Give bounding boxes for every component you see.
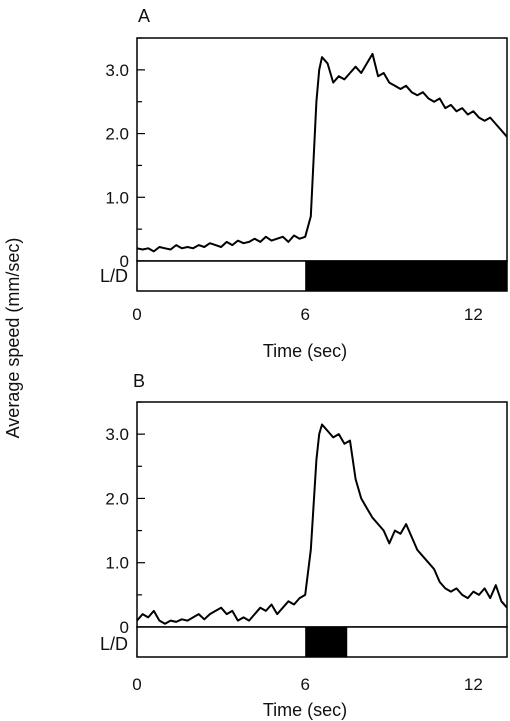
- y-tick-label: 3.0: [105, 425, 129, 444]
- y-tick-label: 1.0: [105, 188, 129, 207]
- x-axis-title: Time (sec): [263, 341, 347, 361]
- y-ticks: 0 1.0 2.0 3.0: [105, 37, 145, 271]
- x-tick-label: 0: [132, 675, 141, 694]
- y-axis-title: Average speed (mm/sec): [3, 238, 23, 439]
- panel-label: A: [138, 6, 150, 26]
- x-tick-label: 6: [300, 675, 309, 694]
- ld-dark-segment: [305, 627, 348, 657]
- y-tick-label: 0: [120, 618, 129, 637]
- ld-dark-segment: [305, 261, 507, 291]
- y-tick-label: 0: [120, 252, 129, 271]
- panel-a: A 0 1.0 2.0 3.0 0 6 12 L/D Time (sec): [100, 6, 508, 361]
- y-ticks: 0 1.0 2.0 3.0: [105, 401, 145, 637]
- y-tick-label: 2.0: [105, 489, 129, 508]
- x-tick-label: 6: [300, 305, 309, 324]
- y-tick-label: 3.0: [105, 61, 129, 80]
- series-group: [136, 423, 508, 625]
- plot-frame: [136, 401, 508, 628]
- x-axis-title: Time (sec): [263, 700, 347, 720]
- ld-dark-group: [305, 261, 507, 291]
- panel-label: B: [133, 371, 145, 391]
- ld-label: L/D: [100, 634, 128, 654]
- plot-frame: [136, 37, 508, 262]
- y-tick-label: 1.0: [105, 554, 129, 573]
- x-tick-label: 12: [464, 305, 483, 324]
- series-group: [136, 52, 508, 253]
- panel-b: B 0 1.0 2.0 3.0 0 6 12 L/D Time (sec): [100, 371, 508, 720]
- y-tick-label: 2.0: [105, 125, 129, 144]
- series-line: [136, 423, 508, 625]
- x-tick-label: 12: [464, 675, 483, 694]
- x-tick-label: 0: [132, 305, 141, 324]
- ld-dark-group: [305, 627, 348, 657]
- series-line: [136, 52, 508, 253]
- ld-label: L/D: [100, 266, 128, 286]
